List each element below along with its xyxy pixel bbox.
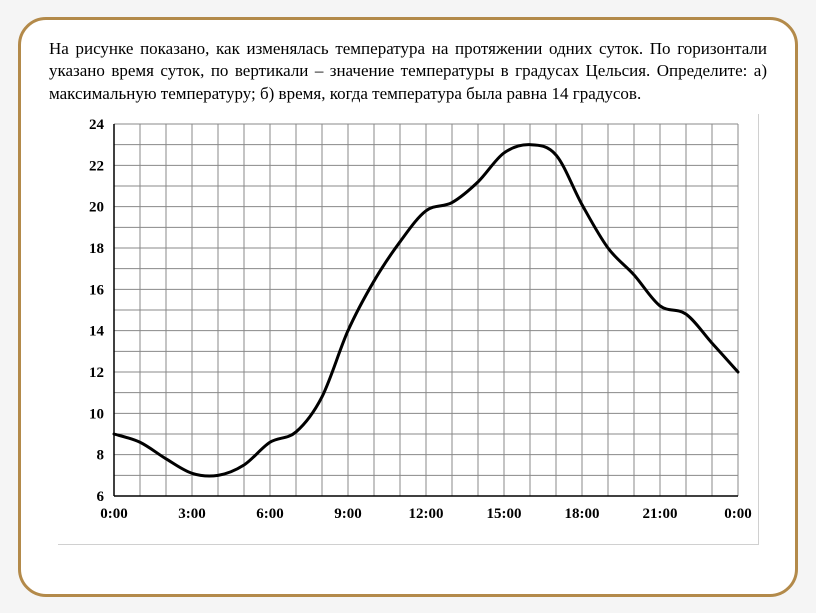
x-tick-label: 0:00: [724, 506, 752, 522]
y-tick-label: 16: [89, 283, 105, 299]
x-tick-label: 3:00: [178, 506, 206, 522]
y-tick-label: 10: [89, 407, 104, 423]
x-tick-label: 21:00: [642, 506, 677, 522]
y-tick-label: 8: [96, 448, 104, 464]
temperature-line-chart: 6 8 10 12 14 16 18 20 22 24 0:00 3:00 6:00 9:00 12:00 1…: [58, 114, 758, 534]
chart-bg: [58, 114, 758, 534]
x-tick-label: 6:00: [256, 506, 284, 522]
chart-container: 6 8 10 12 14 16 18 20 22 24 0:00 3:00 6:00 9:00 12:00 1…: [58, 114, 759, 545]
task-text: На рисунке показано, как изменялась темп…: [49, 38, 767, 107]
y-tick-label: 20: [89, 200, 104, 216]
y-tick-label: 22: [89, 159, 104, 175]
x-tick-label: 0:00: [100, 506, 128, 522]
x-tick-label: 9:00: [334, 506, 362, 522]
y-tick-label: 12: [89, 365, 104, 381]
y-tick-label: 24: [89, 117, 105, 133]
x-tick-label: 18:00: [564, 506, 599, 522]
slide-frame: На рисунке показано, как изменялась темп…: [18, 17, 798, 597]
x-tick-label: 15:00: [486, 506, 521, 522]
y-tick-label: 14: [89, 324, 105, 340]
x-tick-label: 12:00: [408, 506, 443, 522]
y-tick-label: 6: [96, 489, 104, 505]
y-tick-label: 18: [89, 241, 104, 257]
